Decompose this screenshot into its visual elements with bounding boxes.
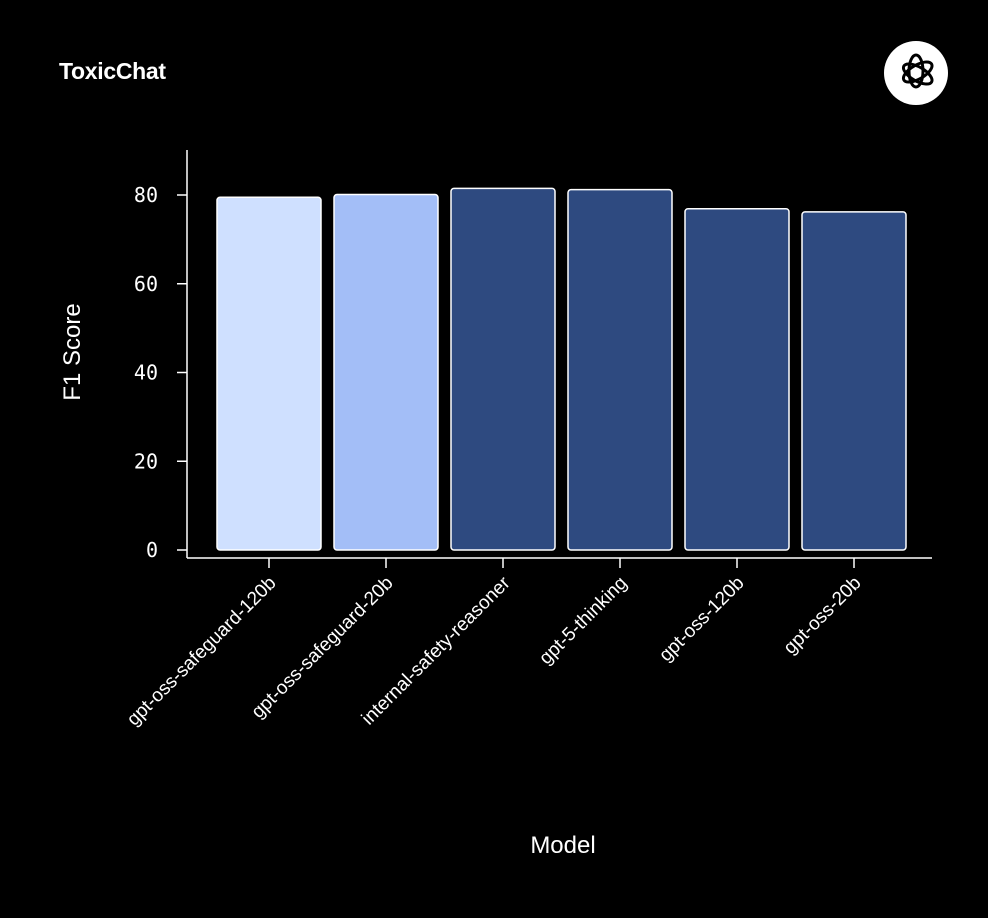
x-axis-label: Model <box>530 832 595 859</box>
y-tick-label: 40 <box>134 361 158 385</box>
chart-title: ToxicChat <box>59 58 166 84</box>
x-tick-label: gpt-oss-20b <box>780 573 866 659</box>
y-tick-label: 20 <box>134 449 158 473</box>
bar-gpt-oss-20b <box>801 211 907 551</box>
bar-gpt-oss-safeguard-20b <box>333 193 439 551</box>
openai-logo-icon <box>884 41 948 105</box>
bar-gpt-5-thinking <box>567 188 673 551</box>
x-tick-label: gpt-oss-120b <box>655 573 748 666</box>
y-tick-label: 60 <box>134 272 158 296</box>
y-tick-label: 80 <box>134 183 158 207</box>
bar-gpt-oss-safeguard-120b <box>216 196 322 551</box>
x-tick-label: gpt-5-thinking <box>535 573 631 669</box>
bar-gpt-oss-120b <box>684 208 790 551</box>
y-tick-label: 0 <box>146 538 158 562</box>
bar-internal-safety-reasoner <box>450 187 556 551</box>
y-axis-label: F1 Score <box>59 303 86 400</box>
